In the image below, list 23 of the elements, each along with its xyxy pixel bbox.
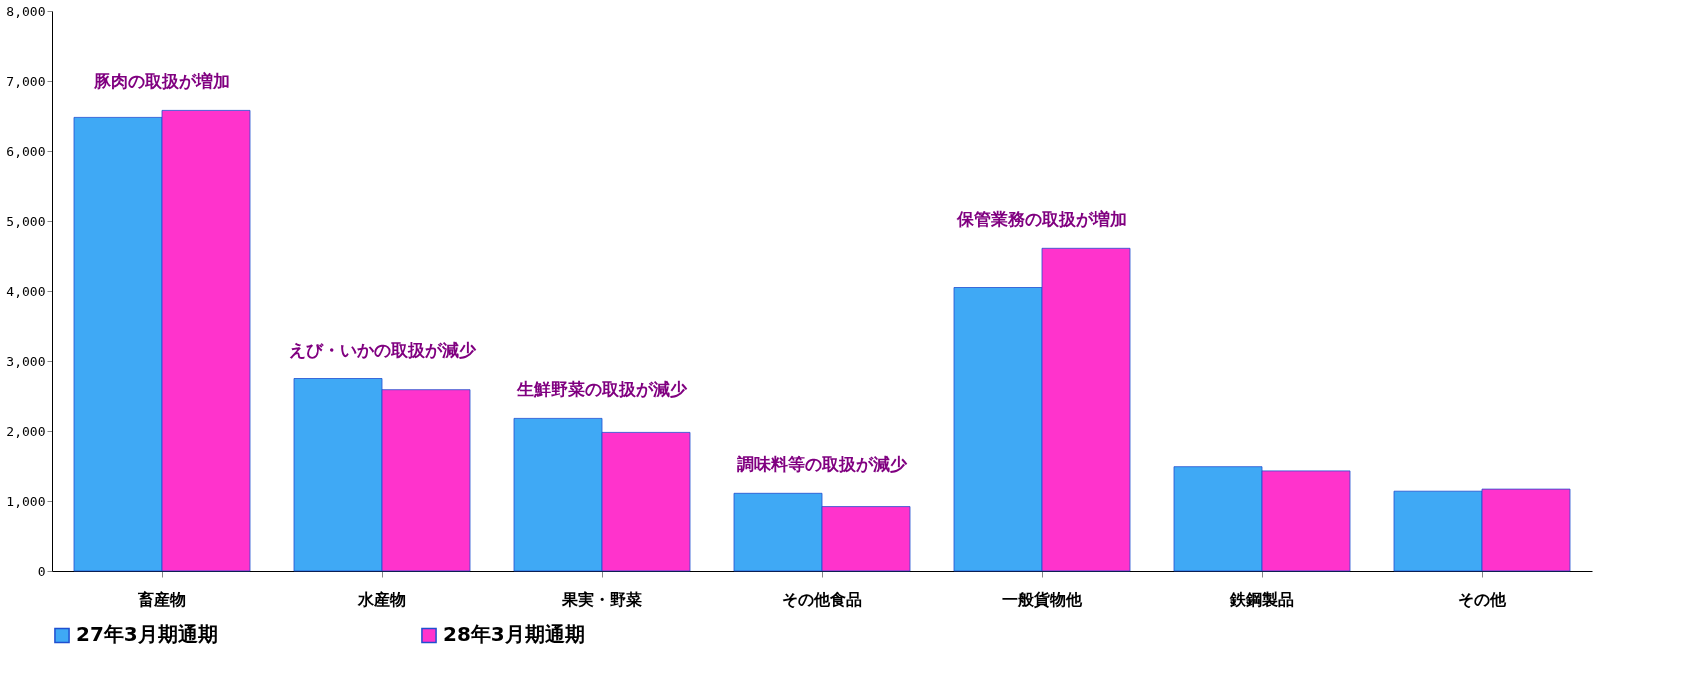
annotation: えび・いかの取扱が減少 xyxy=(288,339,477,360)
y-tick-label: 0 xyxy=(37,563,46,579)
legend-label: 27年3月期通期 xyxy=(76,622,218,647)
x-tick-label: 水産物 xyxy=(357,589,406,609)
x-tick-label: その他 xyxy=(1458,589,1507,609)
y-tick-label: 7,000 xyxy=(6,73,46,89)
annotation: 生鮮野菜の取扱が減少 xyxy=(516,379,688,400)
y-tick-label: 4,000 xyxy=(6,283,46,299)
x-tick-label: 果実・野菜 xyxy=(561,589,642,609)
x-tick-label: 畜産物 xyxy=(137,589,186,609)
x-tick-label: 鉄鋼製品 xyxy=(1229,589,1294,609)
y-tick-label: 2,000 xyxy=(6,423,46,439)
x-tick-label: 一般貨物他 xyxy=(1002,589,1083,609)
x-tick-label: その他食品 xyxy=(782,589,862,609)
annotation: 調味料等の取扱が減少 xyxy=(737,454,908,475)
y-tick-label: 3,000 xyxy=(6,353,46,369)
y-tick-label: 6,000 xyxy=(6,143,46,159)
annotation: 保管業務の取扱が増加 xyxy=(956,209,1127,230)
annotation: 豚肉の取扱が増加 xyxy=(93,71,230,92)
y-tick-label: 8,000 xyxy=(6,3,46,19)
y-tick-label: 5,000 xyxy=(6,213,46,229)
legend-label: 28年3月期通期 xyxy=(443,622,585,647)
y-tick-label: 1,000 xyxy=(6,493,46,509)
